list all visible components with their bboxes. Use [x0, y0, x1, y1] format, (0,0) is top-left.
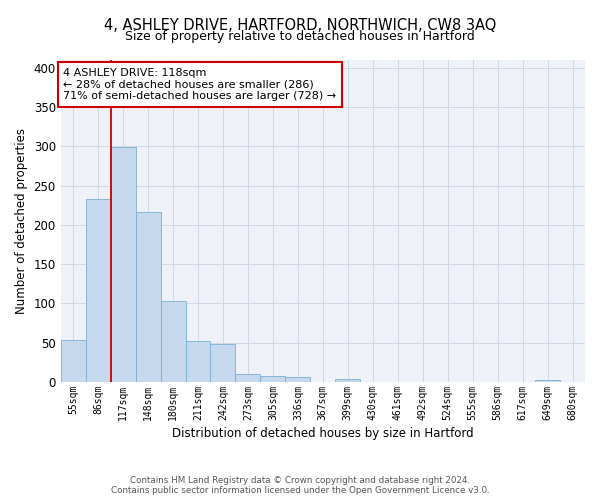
Y-axis label: Number of detached properties: Number of detached properties [15, 128, 28, 314]
Text: 4, ASHLEY DRIVE, HARTFORD, NORTHWICH, CW8 3AQ: 4, ASHLEY DRIVE, HARTFORD, NORTHWICH, CW… [104, 18, 496, 32]
Bar [136, 212, 161, 382]
X-axis label: Distribution of detached houses by size in Hartford: Distribution of detached houses by size … [172, 427, 473, 440]
Bar [161, 301, 185, 382]
Bar [260, 376, 286, 382]
Bar [286, 378, 310, 382]
Text: Contains HM Land Registry data © Crown copyright and database right 2024.: Contains HM Land Registry data © Crown c… [130, 476, 470, 485]
Text: Contains public sector information licensed under the Open Government Licence v3: Contains public sector information licen… [110, 486, 490, 495]
Bar [235, 374, 260, 382]
Bar [61, 340, 86, 382]
Text: 4 ASHLEY DRIVE: 118sqm
← 28% of detached houses are smaller (286)
71% of semi-de: 4 ASHLEY DRIVE: 118sqm ← 28% of detached… [63, 68, 337, 102]
Bar [110, 147, 136, 382]
Bar [211, 344, 235, 382]
Bar [185, 341, 211, 382]
Bar [335, 379, 360, 382]
Bar [86, 199, 110, 382]
Text: Size of property relative to detached houses in Hartford: Size of property relative to detached ho… [125, 30, 475, 43]
Bar [535, 380, 560, 382]
